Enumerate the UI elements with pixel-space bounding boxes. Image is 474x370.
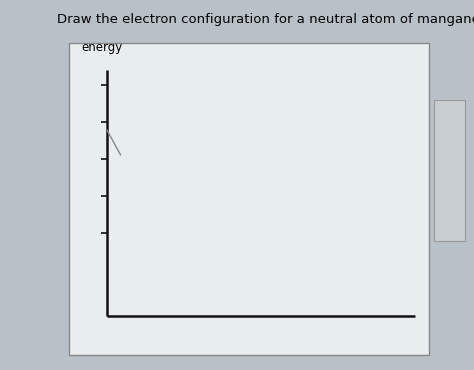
Text: Draw the electron configuration for a neutral atom of manganese.: Draw the electron configuration for a ne…	[57, 13, 474, 26]
Text: energy: energy	[81, 41, 123, 54]
